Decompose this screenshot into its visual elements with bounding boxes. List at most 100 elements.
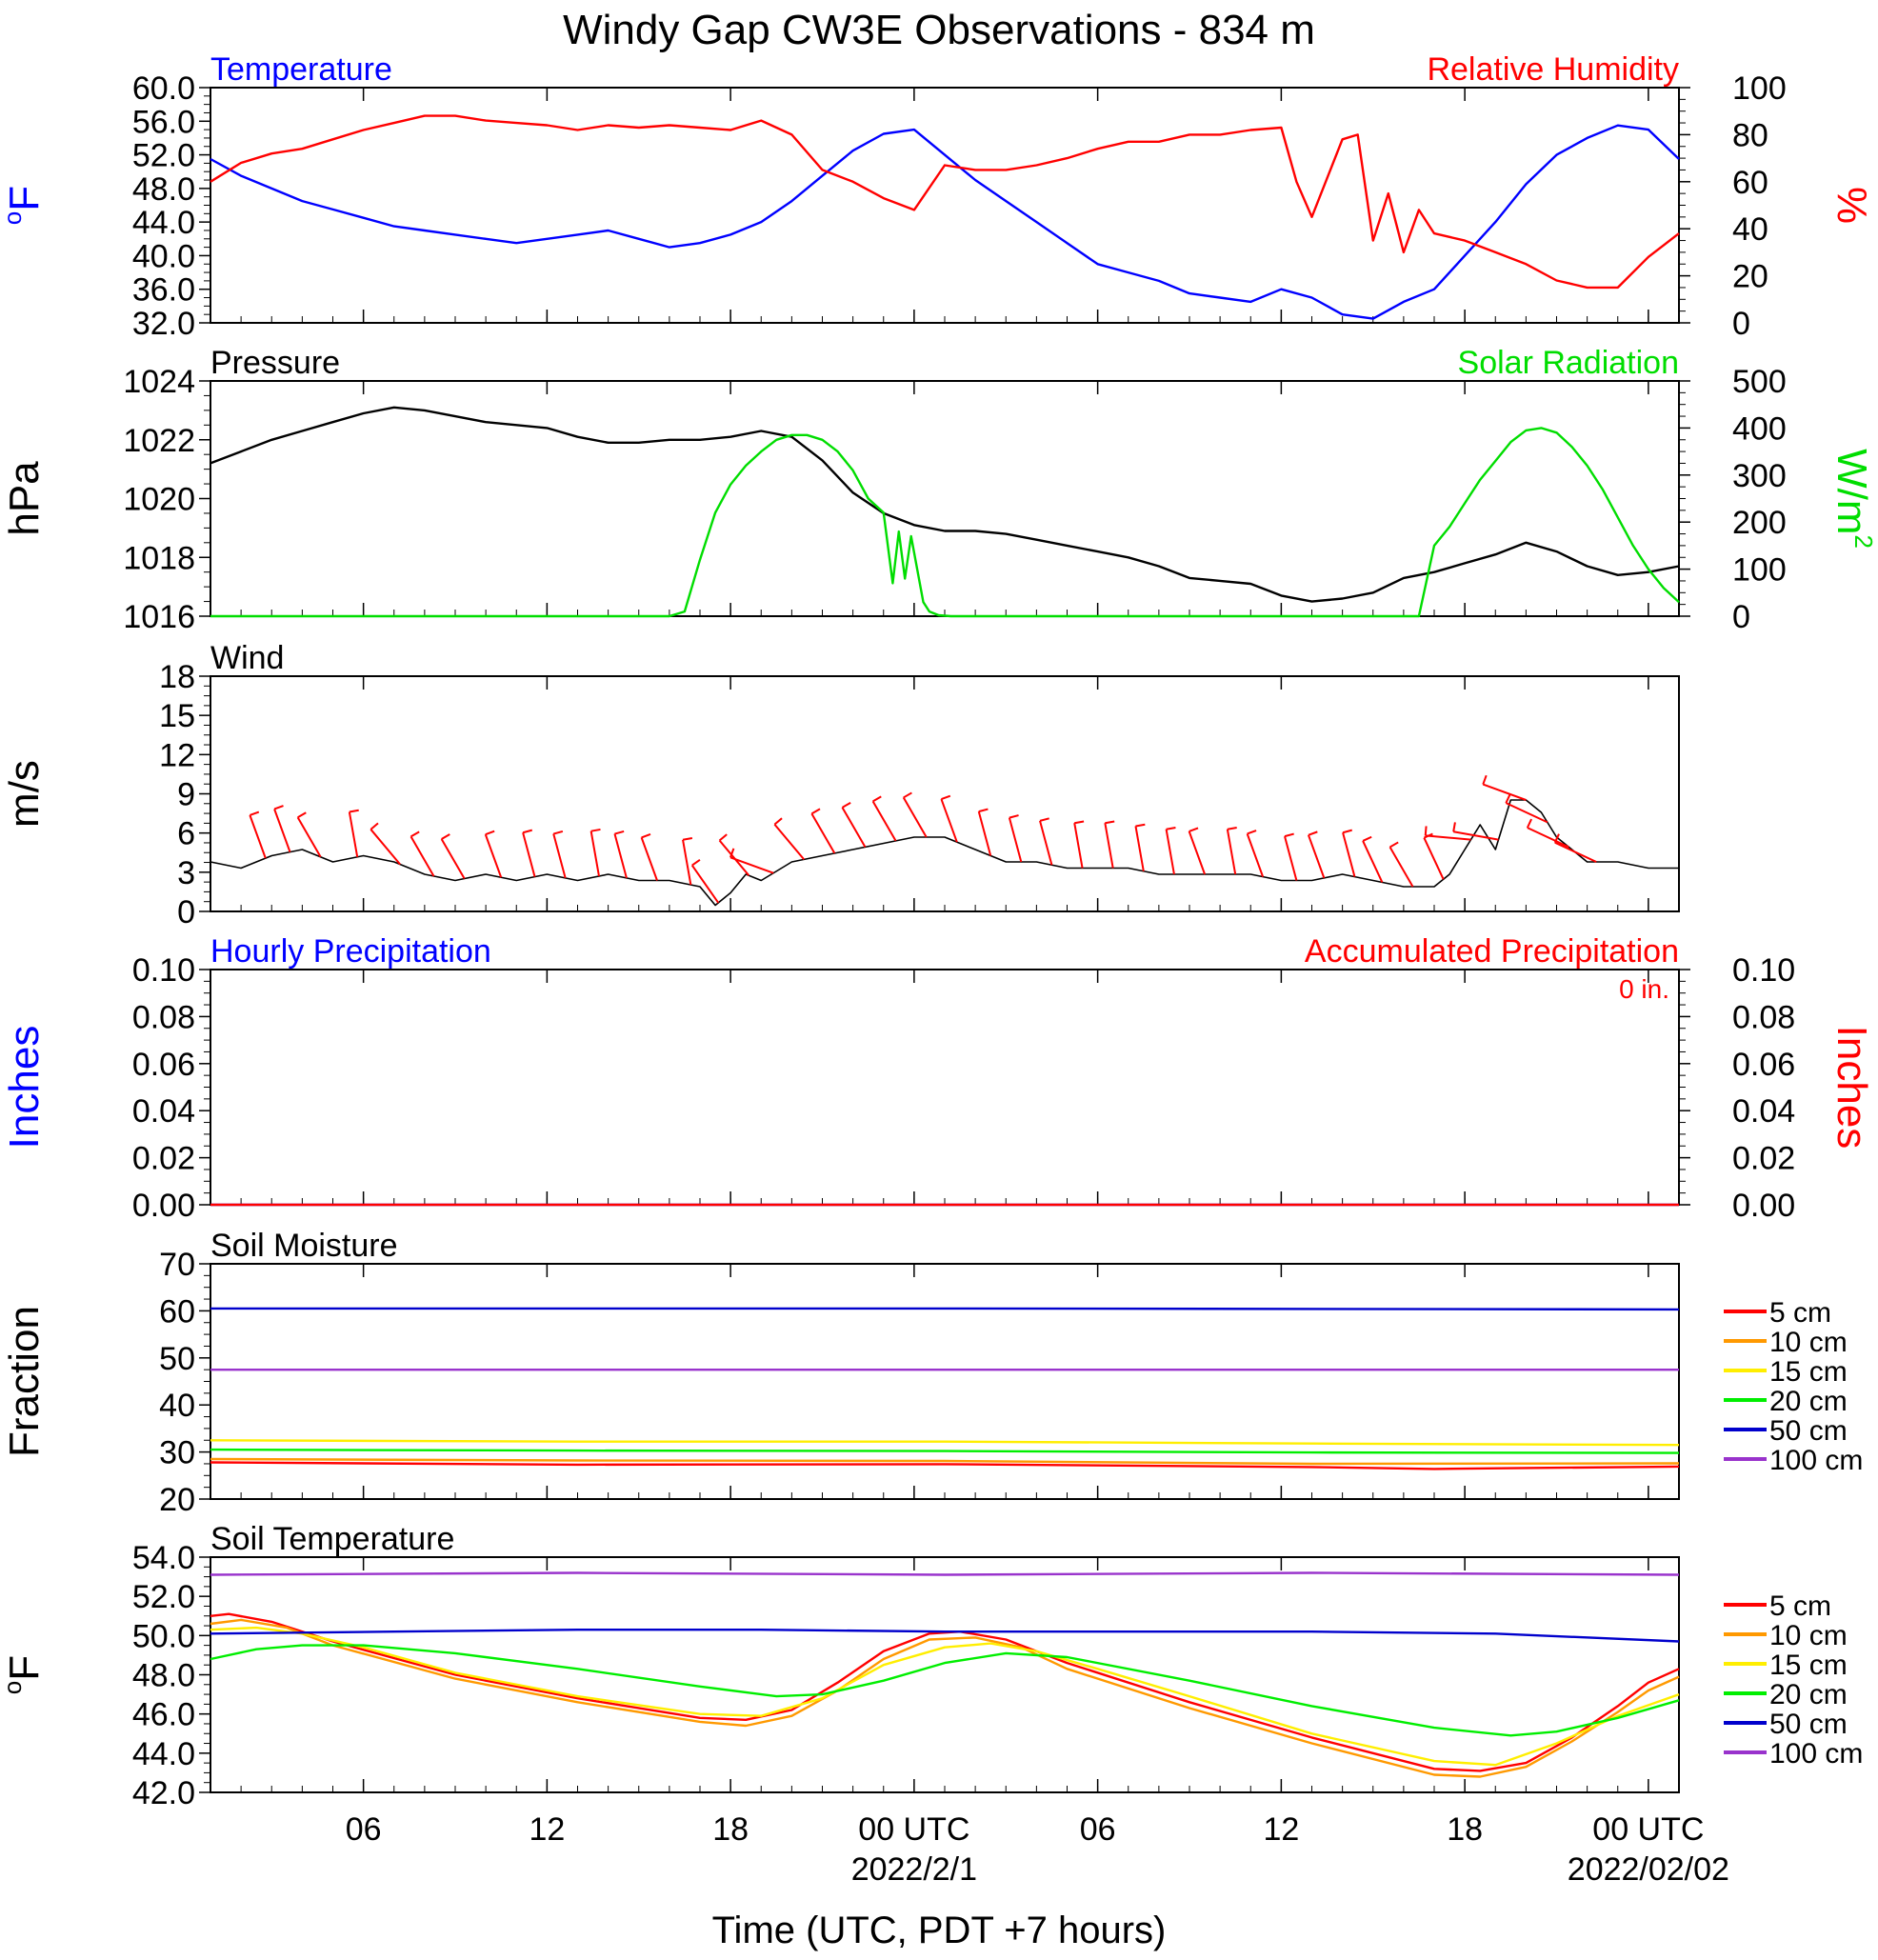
panels: Temperature Relative Humidity60.056.052.0… [0, 51, 1878, 1811]
y-left-tick-label: 1016 [123, 599, 195, 635]
y-right-tick-label: 0.06 [1732, 1047, 1795, 1083]
series-line-pressure [210, 406, 1680, 603]
x-tick-label: 18 [712, 1811, 749, 1848]
wind-barb [1362, 840, 1384, 883]
series-line-wind-speed [210, 799, 1679, 907]
y-left-tick-label: 36.0 [132, 272, 195, 309]
y-right-tick-label: 0.00 [1732, 1188, 1795, 1224]
wind-barb-flag [410, 830, 420, 838]
legend-label: 100 cm [1769, 1445, 1863, 1476]
wind-barb-flag [682, 837, 693, 841]
wind-barb [1389, 846, 1414, 888]
wind-barb [1284, 835, 1298, 881]
legend-label: 50 cm [1769, 1709, 1848, 1740]
wind-barb [1482, 783, 1527, 801]
series-line-10-cm [210, 1618, 1680, 1778]
y-left-unit-label: oF [0, 1655, 48, 1694]
wind-barb-flag [718, 833, 728, 842]
wind-barb-flag [773, 817, 783, 826]
wind-barb [1008, 817, 1023, 863]
wind-barb-flag [872, 795, 882, 803]
legend-label: 10 cm [1769, 1327, 1848, 1358]
y-left-tick-label: 52.0 [132, 138, 195, 174]
panel-left-title: Pressure [210, 345, 340, 381]
panel-left-title: Soil Moisture [210, 1228, 398, 1264]
y-left-unit-label: Fraction [1, 1306, 48, 1457]
wind-barb-flag [1526, 818, 1532, 829]
y-left-tick-label: 48.0 [132, 171, 195, 208]
wind-barb [690, 865, 720, 904]
wind-barb-flag [941, 794, 951, 801]
wind-barb [1425, 834, 1471, 841]
wind-barb-flag [691, 859, 701, 867]
wind-barb-flag [614, 830, 625, 835]
y-left-tick-label: 44.0 [132, 205, 195, 241]
series-line-5-cm [210, 1612, 1680, 1772]
wind-barb-flag [1284, 832, 1294, 838]
x-tick-label: 06 [346, 1811, 382, 1848]
wind-barb [370, 829, 401, 866]
y-left-tick-label: 60.0 [132, 70, 195, 107]
y-left-tick-label: 20 [159, 1482, 195, 1518]
wind-barb-flag [1308, 830, 1318, 836]
series-line-20-cm [210, 1644, 1680, 1737]
wind-barb [810, 812, 836, 854]
wind-barb-flag [250, 810, 260, 816]
y-right-tick-label: 200 [1732, 505, 1787, 541]
wind-barb [640, 837, 658, 881]
y-right-tick-label: 0.02 [1732, 1141, 1795, 1177]
wind-barb-flag [1452, 822, 1456, 832]
panel-right-title: Relative Humidity [1427, 51, 1679, 88]
wind-barb-flag [1342, 829, 1352, 834]
series-line-15-cm [210, 1439, 1680, 1447]
wind-barb [1246, 833, 1265, 877]
wind-barb [871, 800, 897, 842]
y-left-tick-label: 56.0 [132, 104, 195, 140]
wind-barb [522, 831, 536, 877]
wind-barb-flag [978, 808, 989, 813]
y-left-tick-label: 6 [177, 816, 195, 852]
y-right-tick-label: 60 [1732, 165, 1768, 201]
y-left-tick-label: 1020 [123, 482, 195, 518]
wind-barb-flag [1424, 826, 1428, 836]
x-tick-label: 12 [1263, 1811, 1299, 1848]
panel-temperature-humidity: Temperature Relative Humidity 60.056.052.0… [0, 51, 1875, 342]
wind-barb [1104, 823, 1114, 869]
wind-barb-flag [1505, 793, 1511, 804]
plot-frame [210, 87, 1680, 324]
wind-barb-flag [297, 811, 307, 819]
legend-label: 10 cm [1769, 1620, 1848, 1651]
wind-barb [1134, 826, 1145, 871]
plot-frame [210, 969, 1680, 1206]
wind-barb [1307, 834, 1326, 879]
wind-barb-flag [1166, 827, 1176, 830]
wind-barb [1226, 829, 1237, 875]
wind-barb-flag [1247, 830, 1257, 835]
plot-frame [210, 380, 1680, 617]
wind-barb-flag [273, 805, 284, 810]
y-left-tick-label: 50.0 [132, 1618, 195, 1654]
panel-soil-moisture: Soil Moisture 70 60 50 40 30 20 Fraction 5 cm10 … [1, 1228, 1863, 1518]
wind-barb-flag [552, 830, 564, 835]
series-line-15-cm [210, 1626, 1680, 1767]
y-right-tick-label: 20 [1732, 259, 1768, 295]
series-line-50-cm [210, 1307, 1680, 1311]
y-left-tick-label: 46.0 [132, 1697, 195, 1733]
panel-right-title: Solar Radiation [1458, 345, 1679, 381]
y-left-tick-label: 32.0 [132, 306, 195, 342]
wind-barb-flag [441, 833, 450, 840]
wind-barb [977, 810, 992, 856]
wind-barb [348, 811, 359, 857]
precipitation-total-annotation: 0 in. [1619, 974, 1669, 1004]
x-tick-label: 06 [1080, 1811, 1116, 1848]
wind-barb [729, 856, 774, 874]
y-left-tick-label: 54.0 [132, 1540, 195, 1576]
wind-barb-flag [1135, 823, 1146, 828]
y-left-tick-label: 3 [177, 855, 195, 891]
legend-label: 50 cm [1769, 1415, 1848, 1447]
wind-barb [940, 798, 958, 843]
chart-title: Windy Gap CW3E Observations - 834 m [563, 7, 1315, 53]
wind-barb-flag [729, 848, 735, 858]
